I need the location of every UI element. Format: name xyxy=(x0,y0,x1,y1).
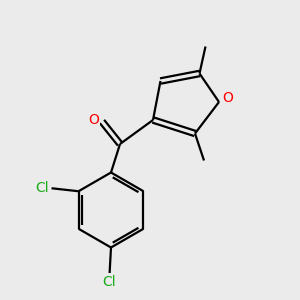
Text: O: O xyxy=(222,92,233,105)
Text: Cl: Cl xyxy=(103,275,116,289)
Text: O: O xyxy=(88,113,99,127)
Text: Cl: Cl xyxy=(35,181,49,195)
